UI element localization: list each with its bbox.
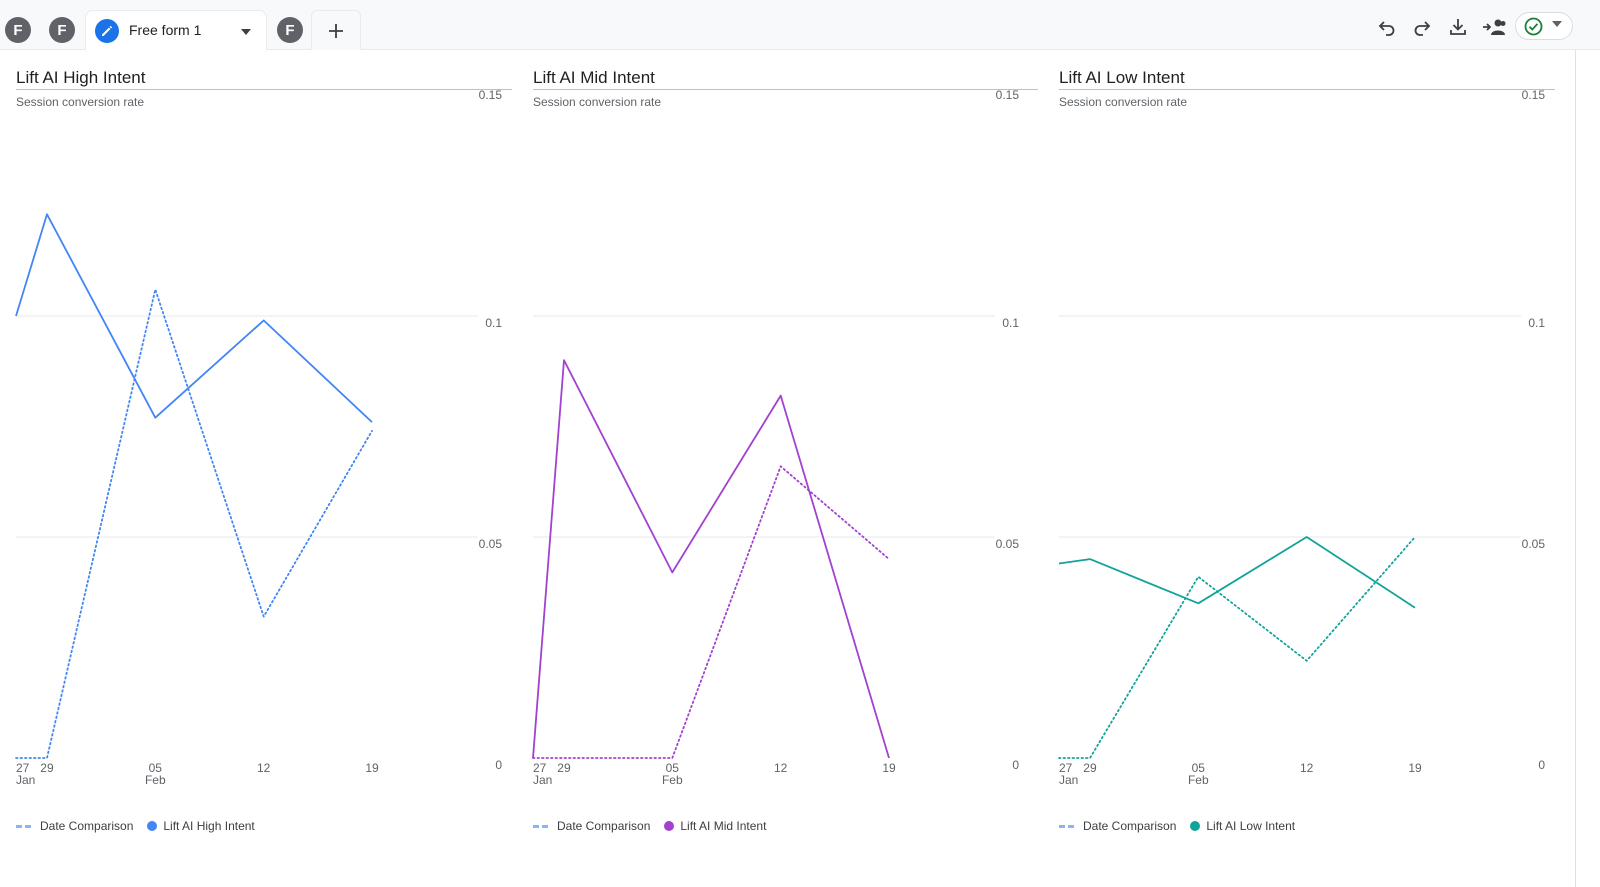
series-dot-swatch [664, 821, 675, 831]
y-tick-label: 0.15 [479, 88, 503, 102]
x-tick-label: 19 [1408, 761, 1422, 775]
x-tick-month-label: Feb [145, 773, 166, 787]
x-tick-label: 05 [1192, 761, 1206, 775]
legend-comparison-label: Date Comparison [557, 819, 651, 833]
redo-button[interactable] [1409, 14, 1435, 40]
x-tick-label: 27 [1059, 761, 1073, 775]
y-tick-label: 0.05 [996, 537, 1020, 551]
y-tick-label: 0.1 [485, 316, 502, 330]
x-tick-label: 19 [882, 761, 896, 775]
chart-panel-low-intent[interactable]: Lift AI Low Intent Session conversion ra… [1058, 50, 1559, 887]
tab-free-form-1[interactable]: Free form 1 [85, 10, 267, 50]
x-tick-label: 27 [16, 761, 30, 775]
title-underline [1059, 89, 1555, 90]
chart-title: Lift AI Mid Intent [533, 68, 655, 87]
title-underline [16, 89, 512, 90]
redo-icon [1414, 21, 1431, 36]
legend-series-label: Lift AI Low Intent [1206, 819, 1296, 833]
x-tick-month-label: Feb [662, 773, 683, 787]
chart-metric-label: Session conversion rate [533, 95, 662, 109]
legend-series-label: Lift AI High Intent [163, 819, 255, 833]
tab-label: Free form 1 [129, 22, 202, 38]
chart-legend: Date Comparison Lift AI Low Intent [1059, 819, 1295, 833]
legend-comparison-label: Date Comparison [40, 819, 134, 833]
tab-avatar-letter: F [57, 21, 67, 39]
download-button[interactable] [1445, 14, 1471, 40]
y-tick-label: 0.15 [1522, 88, 1546, 102]
x-tick-month-label: Feb [1188, 773, 1209, 787]
x-tick-label: 05 [149, 761, 163, 775]
legend-series-label: Lift AI Mid Intent [680, 819, 767, 833]
x-tick-month-label: Jan [533, 773, 552, 787]
y-tick-label: 0 [1012, 758, 1019, 772]
chart-panel-high-intent[interactable]: Lift AI High Intent Session conversion r… [15, 50, 516, 887]
canvas-edge [1575, 50, 1576, 887]
x-tick-month-label: Jan [16, 773, 35, 787]
y-tick-label: 0.1 [1528, 316, 1545, 330]
chart-metric-label: Session conversion rate [16, 95, 145, 109]
y-tick-label: 0 [495, 758, 502, 772]
undo-icon [1378, 21, 1395, 36]
comparison-dash-swatch [1059, 824, 1077, 828]
comparison-dash-swatch [533, 824, 551, 828]
tab-avatar-letter: F [13, 21, 23, 39]
primary-series-line [532, 359, 890, 759]
x-tick-label: 05 [666, 761, 680, 775]
x-tick-month-label: Jan [1059, 773, 1078, 787]
comparison-series-line [1058, 536, 1416, 759]
title-underline [533, 89, 1038, 90]
x-tick-label: 12 [1300, 761, 1314, 775]
chart-legend: Date Comparison Lift AI High Intent [16, 819, 255, 833]
share-users-icon [1483, 19, 1506, 35]
x-tick-label: 12 [257, 761, 271, 775]
tab-avatar-letter: F [285, 21, 295, 39]
x-tick-label: 29 [40, 761, 54, 775]
comparison-dash-swatch [16, 824, 34, 828]
chart-legend: Date Comparison Lift AI Mid Intent [533, 819, 766, 833]
series-dot-swatch [147, 821, 158, 831]
check-circle-icon [1524, 17, 1543, 36]
tab-bar: F F Free form 1 F [0, 0, 1600, 50]
tab-avatar-2[interactable]: F [49, 17, 75, 43]
caret-down-icon [1552, 21, 1562, 27]
download-icon [1450, 19, 1466, 35]
series-dot-swatch [1190, 821, 1201, 831]
x-tick-label: 29 [1083, 761, 1097, 775]
chart-panel-mid-intent[interactable]: Lift AI Mid Intent Session conversion ra… [532, 50, 1038, 887]
legend-comparison-label: Date Comparison [1083, 819, 1177, 833]
y-tick-label: 0.1 [1002, 316, 1019, 330]
y-tick-label: 0.15 [996, 88, 1020, 102]
pencil-icon [95, 19, 119, 43]
y-tick-label: 0.05 [1522, 537, 1546, 551]
primary-series-line [1058, 536, 1416, 609]
add-tab-button[interactable] [311, 10, 361, 50]
tab-menu-caret-icon[interactable] [236, 24, 256, 40]
undo-button[interactable] [1374, 14, 1400, 40]
y-tick-label: 0.05 [479, 537, 503, 551]
tab-avatar-3[interactable]: F [277, 17, 303, 43]
tab-avatar-1[interactable]: F [5, 17, 31, 43]
sharing-status-button[interactable] [1515, 12, 1573, 40]
share-button[interactable] [1480, 14, 1510, 40]
x-tick-label: 29 [557, 761, 571, 775]
comparison-series-line [15, 288, 373, 759]
chart-metric-label: Session conversion rate [1059, 95, 1188, 109]
primary-series-line [15, 213, 373, 423]
comparison-series-line [532, 465, 890, 759]
y-tick-label: 0 [1538, 758, 1545, 772]
x-tick-label: 19 [365, 761, 379, 775]
chart-title: Lift AI High Intent [16, 68, 146, 87]
chart-title: Lift AI Low Intent [1059, 68, 1185, 87]
x-tick-label: 27 [533, 761, 547, 775]
plus-icon [329, 23, 343, 38]
x-tick-label: 12 [774, 761, 788, 775]
